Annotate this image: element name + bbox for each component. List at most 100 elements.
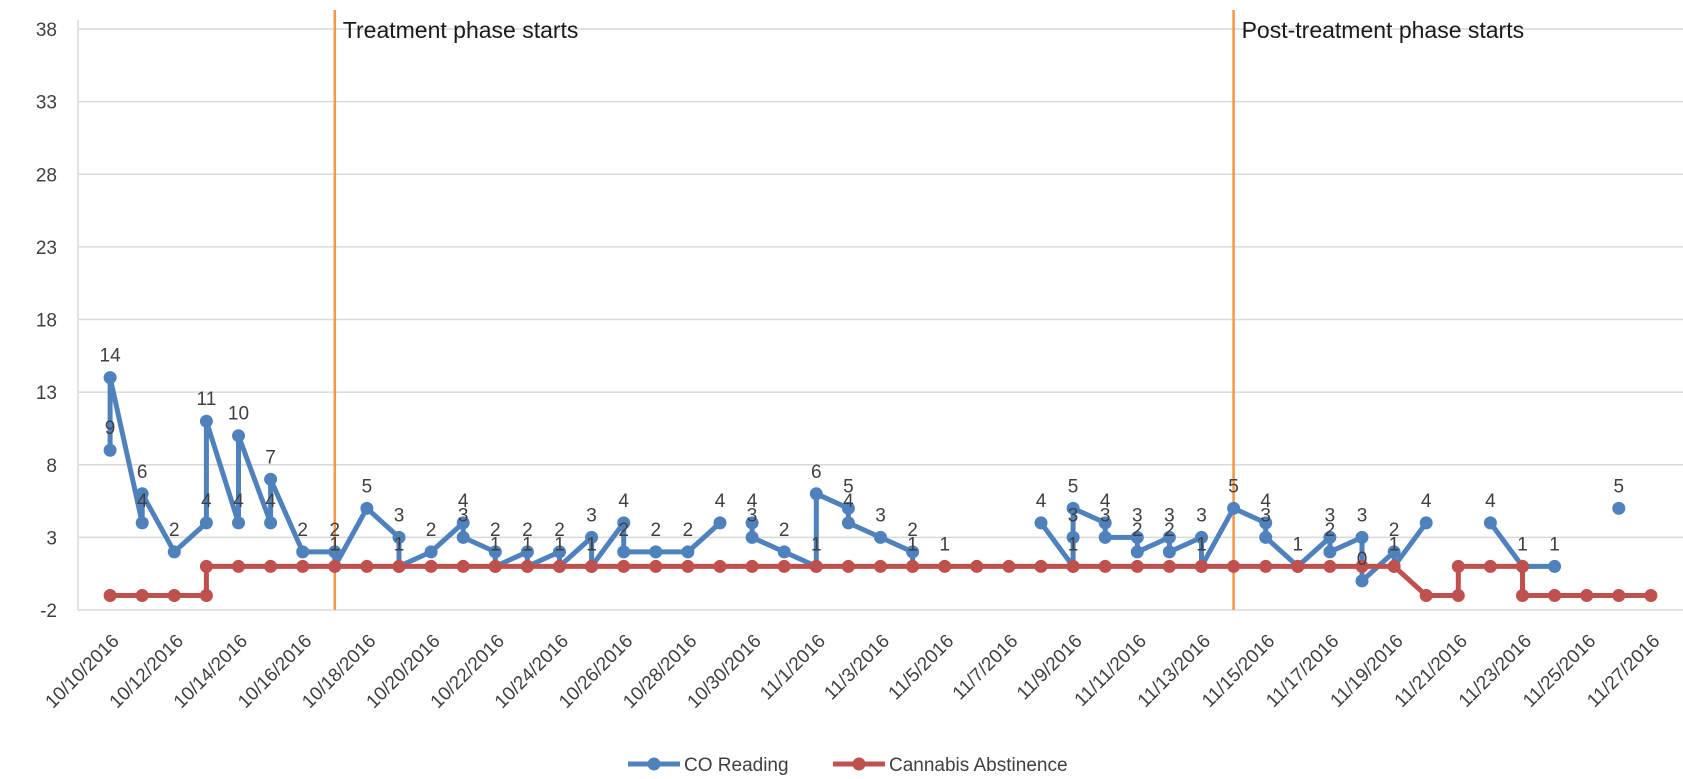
data-point bbox=[135, 487, 149, 501]
data-label: 3 bbox=[394, 505, 405, 526]
data-label: 3 bbox=[1132, 505, 1143, 526]
data-label: 5 bbox=[1614, 476, 1625, 497]
data-label: 1 bbox=[490, 534, 501, 555]
y-tick-label: 8 bbox=[46, 456, 57, 477]
x-tick-label: 11/5/2016 bbox=[885, 631, 959, 705]
y-tick-label: 3 bbox=[46, 528, 57, 549]
legend-item: Cannabis Abstinence bbox=[833, 755, 1068, 776]
data-point bbox=[777, 559, 791, 573]
data-label: 14 bbox=[100, 346, 122, 367]
data-point bbox=[1259, 516, 1273, 530]
data-label: 2 bbox=[1132, 520, 1143, 541]
data-point bbox=[360, 501, 374, 515]
data-point bbox=[103, 588, 117, 602]
data-point bbox=[1451, 559, 1465, 573]
data-point bbox=[264, 516, 278, 530]
legend: CO Reading Cannabis Abstinence bbox=[628, 755, 1068, 776]
data-point bbox=[1387, 545, 1401, 559]
data-point bbox=[585, 530, 599, 544]
data-point bbox=[328, 545, 342, 559]
data-point bbox=[1580, 588, 1594, 602]
data-point bbox=[232, 559, 245, 573]
data-label: 1 bbox=[1196, 534, 1207, 555]
data-point bbox=[841, 516, 855, 530]
series-cannabis-abstinence bbox=[103, 559, 1658, 602]
data-label: 2 bbox=[683, 520, 694, 541]
data-label: 9 bbox=[105, 418, 116, 439]
data-label: 1 bbox=[522, 534, 533, 555]
x-tick-label: 11/3/2016 bbox=[820, 631, 894, 705]
data-point bbox=[232, 516, 245, 530]
data-point bbox=[649, 559, 663, 573]
data-point bbox=[841, 501, 855, 515]
data-label: 1 bbox=[330, 534, 341, 555]
data-point bbox=[360, 559, 374, 573]
data-point bbox=[1548, 588, 1562, 602]
data-label: 4 bbox=[137, 491, 148, 512]
data-point bbox=[488, 545, 502, 559]
data-point bbox=[1387, 559, 1401, 573]
data-point bbox=[874, 530, 887, 544]
data-label: 10 bbox=[228, 404, 249, 425]
data-point bbox=[553, 559, 566, 573]
y-tick-label: 38 bbox=[36, 20, 57, 41]
data-point bbox=[1162, 530, 1176, 544]
data-label: 11 bbox=[197, 389, 217, 410]
data-point bbox=[1098, 559, 1112, 573]
x-tick-label: 11/1/2016 bbox=[756, 631, 830, 705]
data-point bbox=[745, 516, 759, 530]
data-label: 4 bbox=[747, 491, 758, 512]
data-label: 3 bbox=[458, 505, 469, 526]
data-point bbox=[1130, 530, 1144, 544]
data-label: 6 bbox=[137, 462, 148, 483]
data-point bbox=[103, 443, 117, 457]
data-point bbox=[1483, 516, 1497, 530]
data-point bbox=[617, 559, 631, 573]
data-label: 1 bbox=[1389, 534, 1400, 555]
data-label: 4 bbox=[458, 491, 469, 512]
y-tick-label: -2 bbox=[40, 601, 57, 622]
data-point bbox=[1098, 516, 1112, 530]
data-label: 2 bbox=[1325, 520, 1336, 541]
data-point bbox=[585, 559, 599, 573]
data-point bbox=[1259, 530, 1273, 544]
data-point bbox=[1066, 559, 1080, 573]
phase-label: Post-treatment phase starts bbox=[1242, 17, 1525, 43]
data-label: 1 bbox=[394, 534, 405, 555]
data-point bbox=[1066, 501, 1080, 515]
data-label: 3 bbox=[1196, 505, 1207, 526]
data-point bbox=[167, 588, 181, 602]
data-point bbox=[1066, 530, 1080, 544]
data-point bbox=[874, 559, 887, 573]
data-point bbox=[424, 559, 438, 573]
data-point bbox=[296, 559, 310, 573]
data-point bbox=[135, 588, 149, 602]
data-point bbox=[1034, 559, 1048, 573]
y-tick-label: 18 bbox=[36, 311, 57, 332]
data-point bbox=[745, 530, 759, 544]
data-label: 4 bbox=[265, 491, 276, 512]
data-point bbox=[681, 545, 695, 559]
data-label: 2 bbox=[618, 520, 629, 541]
data-point bbox=[456, 559, 470, 573]
data-label: 2 bbox=[1164, 520, 1175, 541]
data-point bbox=[1323, 545, 1337, 559]
data-point bbox=[1483, 559, 1497, 573]
data-point bbox=[296, 545, 310, 559]
data-label: 3 bbox=[747, 505, 758, 526]
data-label: 1 bbox=[1293, 534, 1304, 555]
data-point bbox=[1419, 588, 1433, 602]
data-label: 2 bbox=[522, 520, 533, 541]
data-point bbox=[1034, 516, 1048, 530]
data-point bbox=[1130, 559, 1144, 573]
data-label: 3 bbox=[875, 505, 886, 526]
data-point bbox=[264, 559, 278, 573]
data-point bbox=[1612, 501, 1626, 515]
data-point bbox=[135, 516, 149, 530]
data-point bbox=[1227, 559, 1241, 573]
data-point bbox=[1259, 559, 1273, 573]
data-point bbox=[1419, 516, 1433, 530]
data-label: 1 bbox=[1517, 534, 1528, 555]
data-point bbox=[520, 545, 534, 559]
